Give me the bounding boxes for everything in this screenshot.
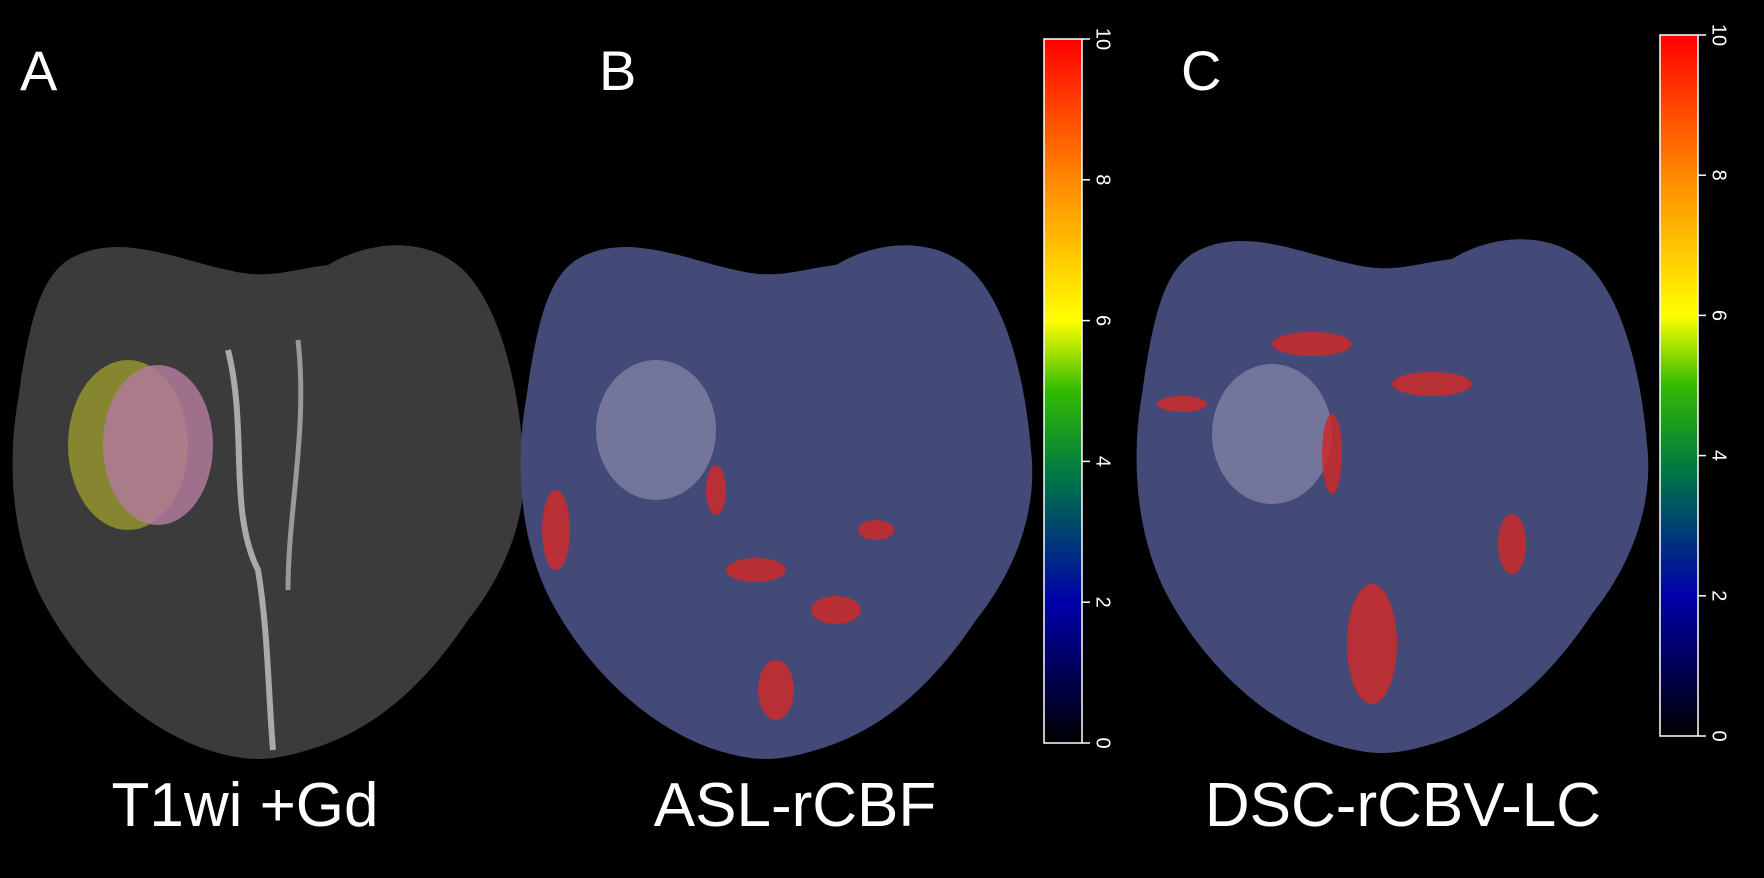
- tick-label: 8: [1708, 170, 1730, 181]
- panel-b-image: [520, 245, 1033, 760]
- tick-label: 2: [1092, 597, 1114, 608]
- panel-letter: A: [20, 39, 58, 102]
- colorbar: [1043, 38, 1083, 744]
- tick-label: 2: [1708, 590, 1730, 601]
- tick-label: 6: [1708, 310, 1730, 321]
- panel-caption: DSC-rCBV-LC: [1205, 771, 1601, 840]
- tick-label: 4: [1092, 456, 1114, 467]
- tick-label: 8: [1092, 174, 1114, 185]
- panel-c-image: [1136, 239, 1649, 754]
- panel-caption: ASL-rCBF: [654, 771, 936, 840]
- panel-caption: T1wi +Gd: [111, 771, 378, 840]
- tick-label: 6: [1092, 315, 1114, 326]
- panel-a-image: [12, 245, 525, 760]
- panel-letter: B: [599, 39, 636, 102]
- colorbar: [1659, 34, 1699, 737]
- tick-label: 0: [1092, 737, 1114, 748]
- tick-label: 10: [1092, 28, 1114, 50]
- panel-letter: C: [1181, 39, 1221, 102]
- tick-label: 10: [1708, 24, 1730, 46]
- tick-label: 4: [1708, 450, 1730, 461]
- tick-label: 0: [1708, 730, 1730, 741]
